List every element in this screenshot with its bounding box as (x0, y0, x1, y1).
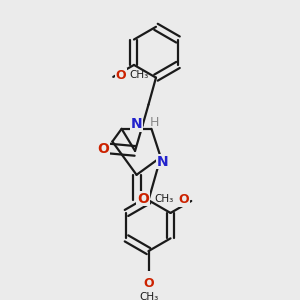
Text: O: O (137, 192, 149, 206)
Text: H: H (150, 116, 159, 129)
Text: CH₃: CH₃ (139, 292, 158, 300)
Text: N: N (131, 117, 142, 131)
Text: CH₃: CH₃ (155, 194, 174, 205)
Text: O: O (98, 142, 109, 155)
Text: O: O (116, 69, 126, 82)
Text: N: N (156, 155, 168, 169)
Text: CH₃: CH₃ (129, 70, 148, 80)
Text: O: O (143, 277, 154, 290)
Text: O: O (178, 193, 189, 206)
